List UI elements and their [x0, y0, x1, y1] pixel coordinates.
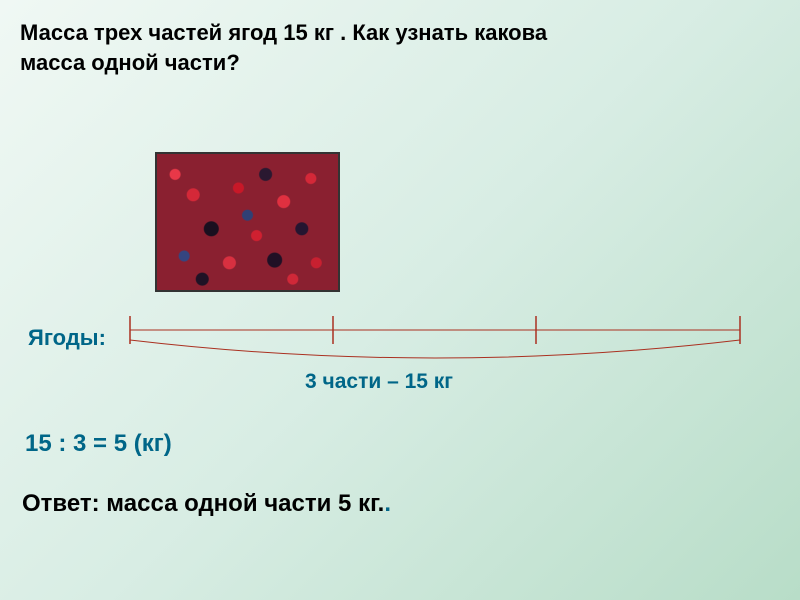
berries-label: Ягоды:: [28, 325, 106, 351]
answer: Ответ: масса одной части 5 кг..: [22, 490, 391, 518]
question-text: Масса трех частей ягод 15 кг . Как узнат…: [20, 18, 547, 77]
diagram-brace-arc: [130, 340, 740, 358]
equation: 15 : 3 = 5 (кг): [25, 430, 172, 458]
question-line2: масса одной части?: [20, 50, 240, 75]
answer-text: Ответ: масса одной части 5 кг.: [22, 490, 384, 517]
berries-image: [155, 152, 340, 292]
berries-texture: [157, 154, 338, 290]
answer-dot: .: [384, 490, 391, 517]
slide: Масса трех частей ягод 15 кг . Как узнат…: [0, 0, 800, 600]
parts-label: 3 части – 15 кг: [305, 370, 453, 394]
question-line1: Масса трех частей ягод 15 кг . Как узнат…: [20, 20, 547, 45]
parts-diagram: [120, 298, 760, 378]
